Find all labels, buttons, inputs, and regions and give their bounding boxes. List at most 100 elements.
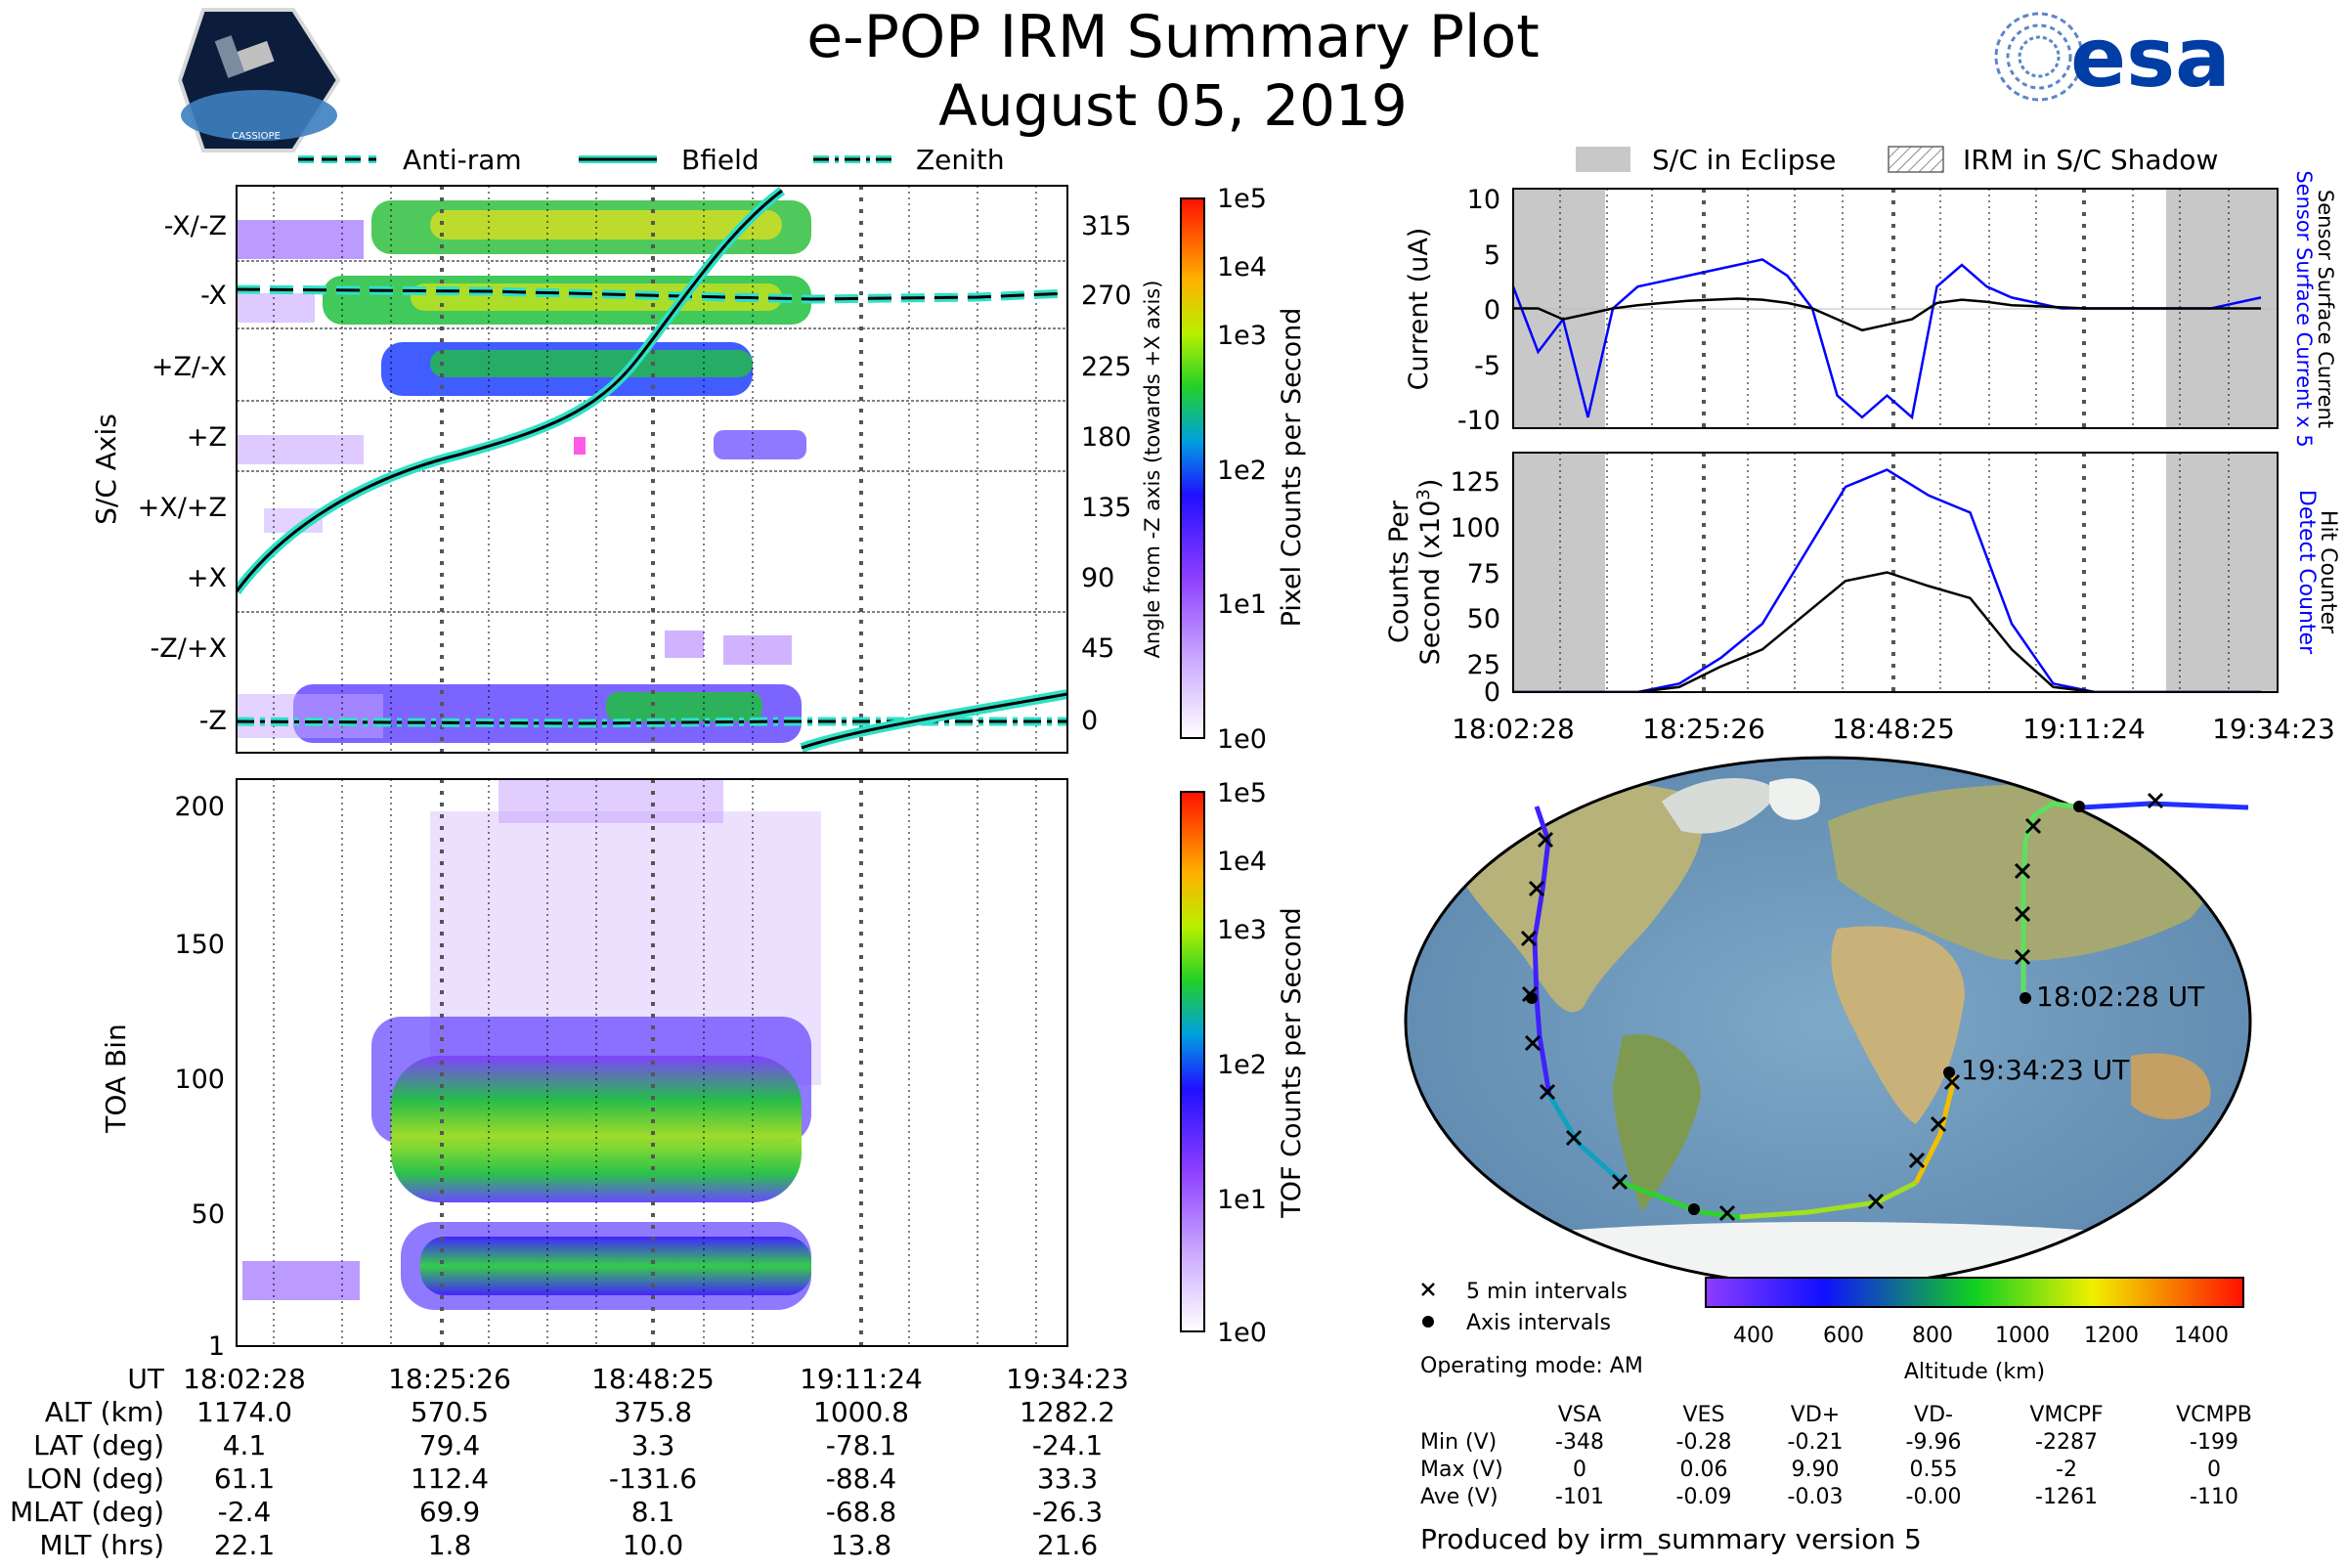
orbit-table: UT ALT (km) LAT (deg) LON (deg) MLAT (de… bbox=[10, 1363, 1129, 1561]
sc-axis-label-zx-neg: -Z/+X bbox=[151, 633, 227, 664]
sc-axis-legend: Anti-ram Bfield Zenith bbox=[298, 144, 1005, 176]
orbit-cell: 21.6 bbox=[1037, 1529, 1098, 1561]
alt-tick-1400: 1400 bbox=[2174, 1324, 2229, 1348]
orbit-cell: 33.3 bbox=[1037, 1462, 1098, 1495]
legend-zenith: Zenith bbox=[916, 144, 1005, 176]
tof-cbar-tick-1e0: 1e0 bbox=[1217, 1318, 1267, 1348]
legend-bfield: Bfield bbox=[681, 144, 760, 176]
orbit-cell: 18:25:26 bbox=[388, 1363, 511, 1395]
footer-version: Produced by irm_summary version 5 bbox=[1420, 1523, 1922, 1555]
sc-axis-heatmap bbox=[237, 186, 1067, 753]
orbit-cell: -24.1 bbox=[1032, 1429, 1103, 1461]
sc-axis-label-z: +Z bbox=[187, 422, 227, 453]
angle-tick-225: 225 bbox=[1081, 352, 1132, 382]
current-right-label-black: Sensor Surface Current bbox=[2314, 190, 2337, 428]
orbit-cell: -26.3 bbox=[1032, 1496, 1103, 1528]
volt-cell: -101 bbox=[1555, 1485, 1604, 1509]
volt-header: VMCPF bbox=[2029, 1403, 2103, 1427]
alt-tick-400: 400 bbox=[1733, 1324, 1774, 1348]
angle-tick-135: 135 bbox=[1081, 493, 1132, 523]
counts-ylabel-line2: Second (x103) bbox=[1413, 479, 1446, 666]
orbit-cell: 18:02:28 bbox=[183, 1363, 306, 1395]
volt-row-label-min: Min (V) bbox=[1420, 1430, 1497, 1455]
legend-shadow: IRM in S/C Shadow bbox=[1963, 144, 2218, 176]
counts-tick-0: 0 bbox=[1484, 677, 1500, 708]
toa-tick-200: 200 bbox=[174, 792, 225, 822]
tof-colorbar bbox=[1180, 791, 1205, 1332]
pixel-cbar-tick-1e5: 1e5 bbox=[1217, 184, 1267, 214]
volt-row-label-ave: Ave (V) bbox=[1420, 1485, 1499, 1509]
detect-counter-line bbox=[1513, 468, 2261, 692]
counts-ylabel-line1: Counts Per bbox=[1384, 500, 1414, 643]
counts-tick-125: 125 bbox=[1450, 467, 1500, 498]
orbit-cell: 69.9 bbox=[419, 1496, 480, 1528]
esa-logo-text: esa bbox=[2070, 10, 2231, 106]
current-black-line bbox=[1513, 297, 2261, 332]
angle-tick-180: 180 bbox=[1081, 422, 1132, 453]
counts-ylabel-line2-text: Second (x10 bbox=[1415, 501, 1446, 666]
sc-axis-label-zx: +Z/-X bbox=[152, 352, 227, 382]
orbit-cell: 19:34:23 bbox=[1006, 1363, 1129, 1395]
sc-axis-label-xz: +X/+Z bbox=[138, 493, 227, 523]
toa-ylabel: TOA Bin bbox=[100, 1024, 132, 1133]
orbit-cell: 13.8 bbox=[831, 1529, 891, 1561]
volt-cell: 0 bbox=[2207, 1458, 2221, 1482]
counts-tick-25: 25 bbox=[1467, 650, 1500, 680]
current-ylabel: Current (uA) bbox=[1404, 228, 1434, 391]
volt-header: VD+ bbox=[1791, 1403, 1840, 1427]
cassiope-logo-text: CASSIOPE bbox=[232, 131, 281, 142]
current-tick-10: 10 bbox=[1467, 185, 1500, 215]
orbit-cell: 112.4 bbox=[411, 1462, 489, 1495]
volt-cell: -0.28 bbox=[1676, 1430, 1732, 1455]
orbit-cell: 61.1 bbox=[214, 1462, 275, 1495]
plot-title: e-POP IRM Summary Plot bbox=[806, 3, 1540, 71]
sc-axis-label-x-neg: -X bbox=[200, 281, 227, 311]
orbit-cell: -78.1 bbox=[826, 1429, 896, 1461]
sc-axis-label-z-neg: -Z bbox=[199, 706, 227, 736]
volt-cell: -0.00 bbox=[1906, 1485, 1962, 1509]
current-right-label-blue: Sensor Surface Current x 5 bbox=[2292, 170, 2316, 447]
angle-tick-45: 45 bbox=[1081, 633, 1114, 664]
legend-eclipse: S/C in Eclipse bbox=[1652, 144, 1836, 176]
counts-panel: 125 100 75 50 25 0 Counts Per Second (x1… bbox=[1384, 452, 2340, 745]
angle-tick-0: 0 bbox=[1081, 706, 1098, 736]
volt-cell: -9.96 bbox=[1906, 1430, 1962, 1455]
volt-cell: 0 bbox=[1573, 1458, 1586, 1482]
shadow-swatch bbox=[1888, 146, 1944, 173]
cassiope-logo: CASSIOPE bbox=[177, 8, 341, 152]
orbit-cell: -68.8 bbox=[826, 1496, 896, 1528]
current-panel: 10 5 0 -5 -10 Current (uA) Sensor Surfac… bbox=[1404, 170, 2337, 447]
toa-tick-50: 50 bbox=[192, 1199, 225, 1230]
orbit-cell: 570.5 bbox=[411, 1396, 489, 1428]
counts-ylabel-sup: 3 bbox=[1413, 489, 1434, 500]
pixel-colorbar bbox=[1180, 197, 1205, 739]
orbit-cell: 1.8 bbox=[428, 1529, 472, 1561]
alt-tick-600: 600 bbox=[1823, 1324, 1864, 1348]
alt-tick-800: 800 bbox=[1912, 1324, 1953, 1348]
volt-header: VES bbox=[1683, 1403, 1725, 1427]
sc-axis-ylabel: S/C Axis bbox=[90, 414, 122, 525]
world-map: 18:02:28 UT 19:34:23 UT bbox=[1404, 756, 2252, 1287]
orbit-row-mlat: MLAT (deg) bbox=[10, 1496, 164, 1528]
tof-colorbar-label: TOF Counts per Second bbox=[1277, 907, 1307, 1219]
angle-tick-270: 270 bbox=[1081, 281, 1132, 311]
volt-row-label-max: Max (V) bbox=[1420, 1458, 1503, 1482]
volt-cell: -110 bbox=[2190, 1485, 2238, 1509]
volt-cell: -0.03 bbox=[1788, 1485, 1844, 1509]
counts-right-label-black: Hit Counter bbox=[2316, 510, 2340, 634]
tof-cbar-tick-1e4: 1e4 bbox=[1217, 847, 1267, 877]
angle-tick-90: 90 bbox=[1081, 563, 1114, 593]
orbit-cell: 8.1 bbox=[631, 1496, 675, 1528]
orbit-cell: 22.1 bbox=[214, 1529, 275, 1561]
toa-tick-1: 1 bbox=[208, 1331, 225, 1362]
orbit-cell: 79.4 bbox=[419, 1429, 480, 1461]
orbit-row-lat: LAT (deg) bbox=[33, 1429, 164, 1461]
orbit-cell: 1174.0 bbox=[196, 1396, 292, 1428]
volt-header: VCMPB bbox=[2176, 1403, 2252, 1427]
volt-cell: 0.55 bbox=[1910, 1458, 1958, 1482]
orbit-cell: 18:48:25 bbox=[591, 1363, 715, 1395]
orbit-cell: 3.3 bbox=[631, 1429, 675, 1461]
operating-mode: Operating mode: AM bbox=[1420, 1354, 1643, 1378]
counts-xtick: 18:25:26 bbox=[1642, 713, 1765, 745]
